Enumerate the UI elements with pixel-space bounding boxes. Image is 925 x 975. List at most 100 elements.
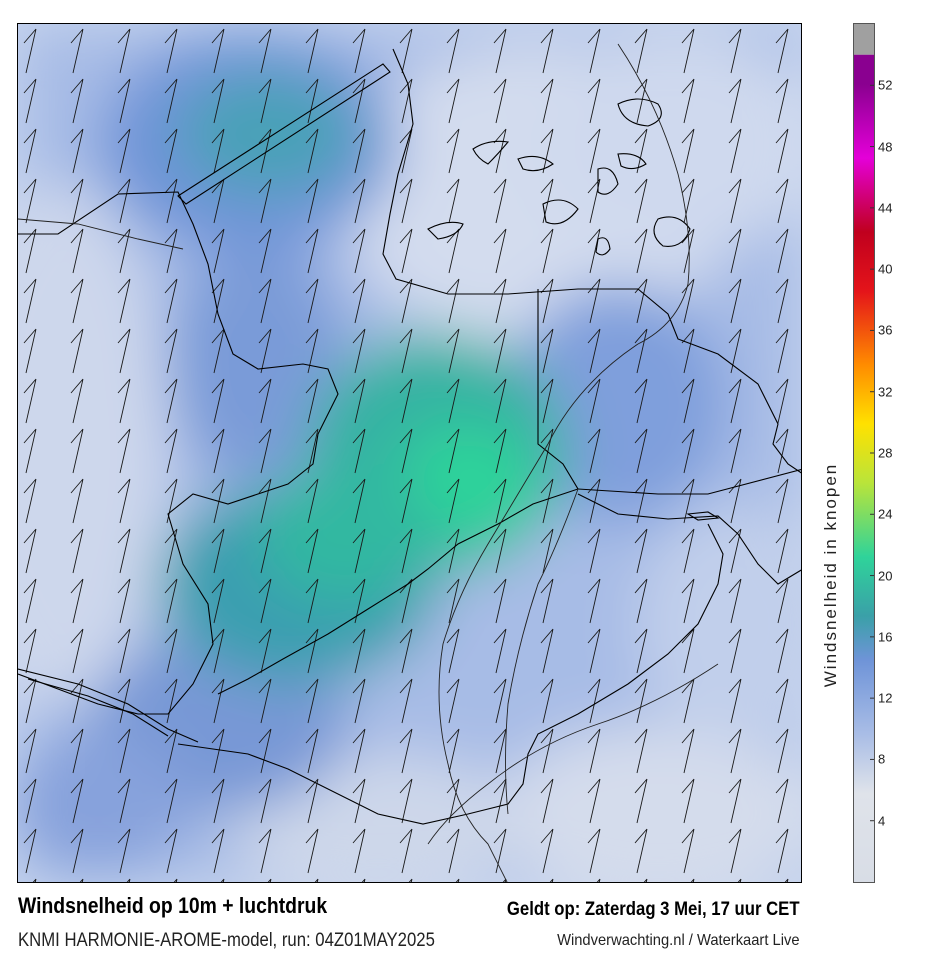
wind-barb (540, 478, 554, 524)
wind-barb (352, 678, 366, 724)
wind-barb (540, 278, 554, 324)
wind-barb (587, 628, 601, 674)
wind-barb (634, 378, 648, 424)
wind-barb (728, 578, 742, 624)
colorbar-tick-label: 12 (878, 690, 893, 706)
wind-barb (258, 678, 272, 724)
wind-barb (352, 28, 366, 74)
wind-barb (117, 728, 131, 774)
wind-barb (117, 678, 131, 724)
wind-barb (352, 178, 366, 224)
wind-barb (352, 478, 366, 524)
wind-barb (258, 128, 272, 174)
wind-barb (399, 78, 413, 124)
wind-barb (728, 178, 742, 224)
wind-barb (305, 178, 319, 224)
wind-barb (408, 878, 413, 882)
wind-barb (258, 528, 272, 574)
wind-barb (361, 878, 366, 882)
wind-barb (775, 178, 789, 224)
wind-map[interactable] (17, 23, 802, 883)
wind-barb (164, 178, 178, 224)
map-canvas (18, 24, 801, 882)
wind-barb (446, 178, 460, 224)
wind-speed-colorbar (853, 23, 875, 883)
wind-barb (399, 578, 413, 624)
wind-barb (728, 228, 742, 274)
wind-barb (728, 28, 742, 74)
colorbar-tick-label: 44 (878, 200, 893, 216)
wind-barb (681, 178, 695, 224)
wind-barb (70, 228, 84, 274)
wind-barb (493, 278, 507, 324)
wind-barb (587, 428, 601, 474)
wind-barb (305, 78, 319, 124)
wind-barb (775, 478, 789, 524)
wind-barb (399, 678, 413, 724)
wind-barb (690, 878, 695, 882)
wind-barb (728, 628, 742, 674)
wind-barb (540, 428, 554, 474)
wind-barb (258, 178, 272, 224)
wind-barb (634, 28, 648, 74)
wind-barb (117, 378, 131, 424)
wind-barb (399, 778, 413, 824)
wind-barb (540, 678, 554, 724)
wind-barb (211, 328, 225, 374)
colorbar-overflow (854, 24, 874, 55)
wind-barb (540, 378, 554, 424)
wind-barb (305, 428, 319, 474)
wind-barb (70, 478, 84, 524)
colorbar-tick-label: 16 (878, 629, 893, 645)
wind-barb (681, 728, 695, 774)
wind-barb (70, 528, 84, 574)
wind-barb (540, 728, 554, 774)
wind-barb (211, 428, 225, 474)
wind-barb (164, 328, 178, 374)
wind-barb (681, 28, 695, 74)
wind-barb (540, 128, 554, 174)
wind-barb (587, 128, 601, 174)
wind-barb (493, 78, 507, 124)
map-subtitle: KNMI HARMONIE-AROME-model, run: 04Z01MAY… (18, 930, 435, 951)
colorbar-title: Windsnelheid in knopen (821, 462, 840, 688)
wind-barb (258, 78, 272, 124)
wind-barb (70, 778, 84, 824)
wind-barb (587, 478, 601, 524)
wind-barb (352, 228, 366, 274)
wind-barb (117, 128, 131, 174)
wind-barb (728, 478, 742, 524)
wind-barb (399, 728, 413, 774)
wind-barb (70, 178, 84, 224)
wind-barb (164, 378, 178, 424)
wind-barb (211, 778, 225, 824)
wind-barb (493, 328, 507, 374)
wind-barb (23, 728, 37, 774)
wind-barb (493, 578, 507, 624)
wind-barb (305, 678, 319, 724)
wind-barb (305, 378, 319, 424)
wind-barb (305, 478, 319, 524)
wind-barb (587, 728, 601, 774)
wind-barb (775, 328, 789, 374)
wind-barb (23, 528, 37, 574)
wind-barb (587, 778, 601, 824)
wind-barb (117, 528, 131, 574)
wind-barb (352, 778, 366, 824)
wind-barb (352, 278, 366, 324)
wind-barb (258, 428, 272, 474)
wind-barb (446, 828, 460, 874)
wind-barb (70, 328, 84, 374)
wind-barb (446, 628, 460, 674)
wind-barb (634, 278, 648, 324)
wind-barb (681, 828, 695, 874)
wind-barb (258, 278, 272, 324)
wind-barb (258, 378, 272, 424)
wind-barb (493, 828, 507, 874)
wind-barb (23, 628, 37, 674)
wind-barb (446, 528, 460, 574)
wind-barb (70, 378, 84, 424)
wind-barb (587, 828, 601, 874)
wind-barb (775, 28, 789, 74)
isobars (18, 43, 719, 882)
